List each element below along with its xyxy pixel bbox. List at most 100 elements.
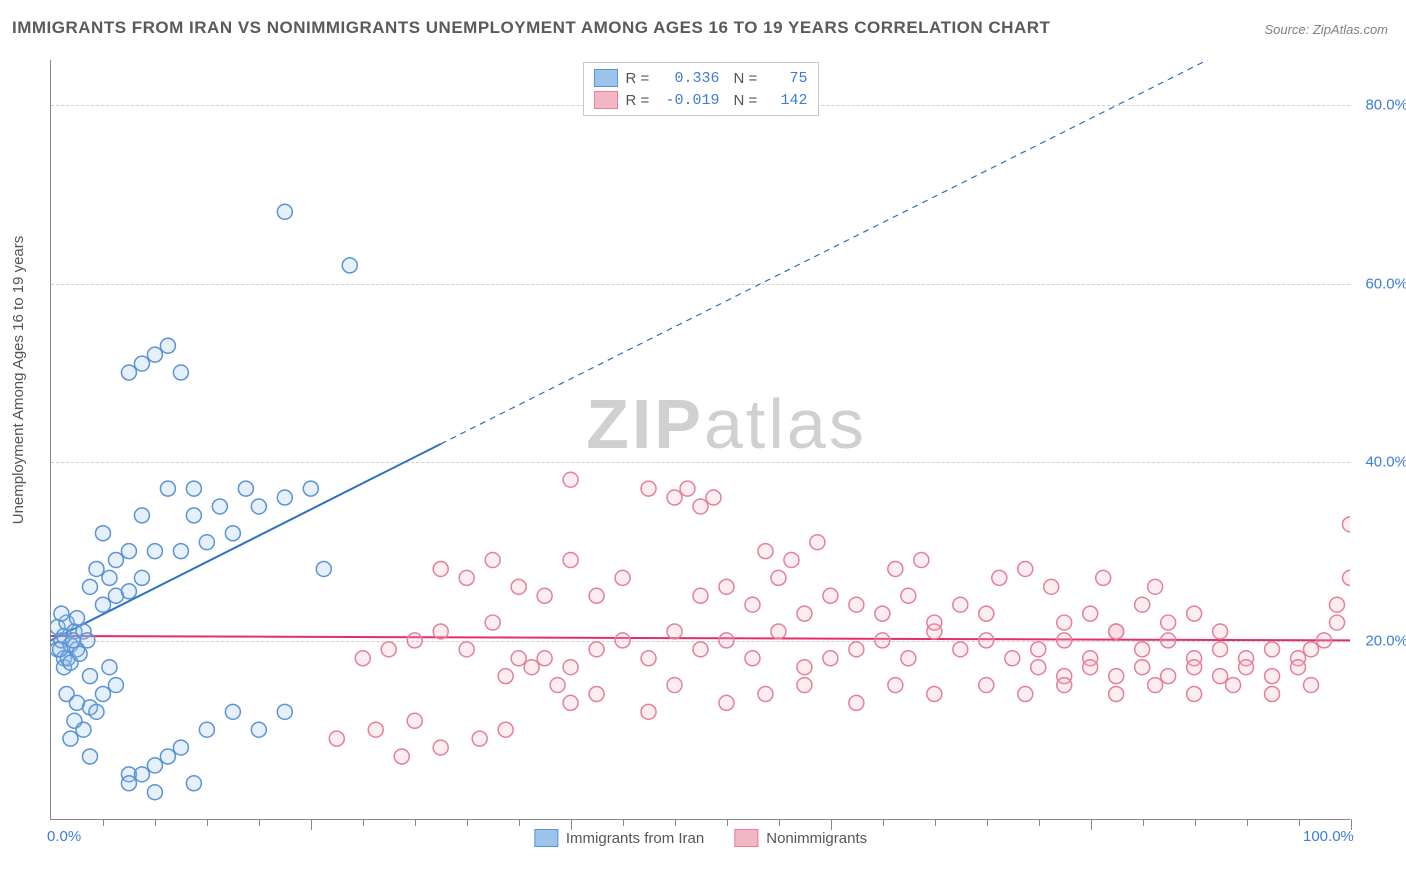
data-point-nonimmigrants bbox=[693, 588, 708, 603]
data-point-nonimmigrants bbox=[433, 561, 448, 576]
data-point-immigrants bbox=[251, 499, 266, 514]
swatch-immigrants bbox=[594, 69, 618, 87]
n-label: N = bbox=[734, 92, 762, 109]
data-point-nonimmigrants bbox=[875, 633, 890, 648]
data-point-nonimmigrants bbox=[1265, 686, 1280, 701]
data-point-immigrants bbox=[316, 561, 331, 576]
data-point-nonimmigrants bbox=[849, 597, 864, 612]
data-point-nonimmigrants bbox=[641, 481, 656, 496]
data-point-nonimmigrants bbox=[888, 678, 903, 693]
x-tick-major bbox=[571, 819, 572, 830]
data-point-nonimmigrants bbox=[1213, 624, 1228, 639]
data-point-immigrants bbox=[63, 731, 78, 746]
x-tick-minor bbox=[935, 820, 936, 826]
r-label: R = bbox=[626, 92, 654, 109]
data-point-nonimmigrants bbox=[563, 472, 578, 487]
data-point-nonimmigrants bbox=[706, 490, 721, 505]
data-point-immigrants bbox=[160, 481, 175, 496]
chart-title: IMMIGRANTS FROM IRAN VS NONIMMIGRANTS UN… bbox=[12, 18, 1050, 38]
data-point-nonimmigrants bbox=[758, 544, 773, 559]
data-point-nonimmigrants bbox=[1213, 642, 1228, 657]
data-point-nonimmigrants bbox=[589, 588, 604, 603]
source-attribution: Source: ZipAtlas.com bbox=[1264, 22, 1388, 37]
x-tick-minor bbox=[103, 820, 104, 826]
data-point-immigrants bbox=[147, 544, 162, 559]
n-label: N = bbox=[734, 70, 762, 87]
data-point-immigrants bbox=[186, 508, 201, 523]
legend-row-nonimmigrants: R = -0.019 N = 142 bbox=[594, 89, 808, 111]
data-point-nonimmigrants bbox=[823, 651, 838, 666]
data-point-nonimmigrants bbox=[1083, 606, 1098, 621]
data-point-immigrants bbox=[160, 749, 175, 764]
data-point-nonimmigrants bbox=[979, 606, 994, 621]
data-point-nonimmigrants bbox=[615, 570, 630, 585]
x-tick-minor bbox=[883, 820, 884, 826]
x-tick-minor bbox=[415, 820, 416, 826]
r-value-immigrants: 0.336 bbox=[662, 70, 720, 87]
data-point-immigrants bbox=[108, 678, 123, 693]
data-point-nonimmigrants bbox=[550, 678, 565, 693]
data-point-nonimmigrants bbox=[1161, 633, 1176, 648]
x-tick-minor bbox=[259, 820, 260, 826]
data-point-nonimmigrants bbox=[1187, 606, 1202, 621]
data-point-immigrants bbox=[147, 785, 162, 800]
data-point-nonimmigrants bbox=[1109, 624, 1124, 639]
data-point-immigrants bbox=[89, 704, 104, 719]
data-point-nonimmigrants bbox=[1161, 615, 1176, 630]
data-point-nonimmigrants bbox=[693, 499, 708, 514]
data-point-nonimmigrants bbox=[1239, 660, 1254, 675]
data-point-nonimmigrants bbox=[797, 606, 812, 621]
data-point-nonimmigrants bbox=[1031, 660, 1046, 675]
data-point-immigrants bbox=[303, 481, 318, 496]
data-point-nonimmigrants bbox=[1018, 561, 1033, 576]
data-point-nonimmigrants bbox=[407, 633, 422, 648]
data-point-immigrants bbox=[173, 740, 188, 755]
x-tick-minor bbox=[1247, 820, 1248, 826]
data-point-immigrants bbox=[121, 544, 136, 559]
data-point-nonimmigrants bbox=[485, 553, 500, 568]
data-point-nonimmigrants bbox=[992, 570, 1007, 585]
r-label: R = bbox=[626, 70, 654, 87]
data-point-immigrants bbox=[251, 722, 266, 737]
plot-area: ZIPatlas R = 0.336 N = 75 R = -0.019 N =… bbox=[50, 60, 1350, 820]
x-tick-label: 100.0% bbox=[1303, 828, 1354, 845]
r-value-nonimmigrants: -0.019 bbox=[662, 92, 720, 109]
x-tick-minor bbox=[1299, 820, 1300, 826]
data-point-nonimmigrants bbox=[433, 624, 448, 639]
data-point-immigrants bbox=[134, 570, 149, 585]
swatch-nonimmigrants-icon bbox=[734, 829, 758, 847]
data-point-nonimmigrants bbox=[1226, 678, 1241, 693]
x-tick-minor bbox=[155, 820, 156, 826]
data-point-nonimmigrants bbox=[1265, 642, 1280, 657]
data-point-nonimmigrants bbox=[1096, 570, 1111, 585]
data-point-nonimmigrants bbox=[693, 642, 708, 657]
data-point-nonimmigrants bbox=[901, 588, 916, 603]
y-tick-label: 60.0% bbox=[1365, 275, 1406, 292]
x-tick-major bbox=[311, 819, 312, 830]
data-point-immigrants bbox=[342, 258, 357, 273]
data-point-immigrants bbox=[199, 535, 214, 550]
data-point-immigrants bbox=[82, 749, 97, 764]
data-point-nonimmigrants bbox=[849, 695, 864, 710]
data-point-immigrants bbox=[82, 579, 97, 594]
data-point-immigrants bbox=[225, 526, 240, 541]
data-point-immigrants bbox=[277, 704, 292, 719]
data-point-immigrants bbox=[95, 686, 110, 701]
data-point-nonimmigrants bbox=[1057, 678, 1072, 693]
data-point-nonimmigrants bbox=[719, 633, 734, 648]
data-point-immigrants bbox=[147, 347, 162, 362]
data-point-nonimmigrants bbox=[537, 651, 552, 666]
data-point-immigrants bbox=[69, 611, 84, 626]
data-point-nonimmigrants bbox=[1018, 686, 1033, 701]
data-point-immigrants bbox=[147, 758, 162, 773]
data-point-nonimmigrants bbox=[459, 642, 474, 657]
data-point-nonimmigrants bbox=[1083, 660, 1098, 675]
data-point-immigrants bbox=[173, 365, 188, 380]
x-tick-minor bbox=[1039, 820, 1040, 826]
data-point-nonimmigrants bbox=[888, 561, 903, 576]
data-point-nonimmigrants bbox=[459, 570, 474, 585]
trendline-immigrants-solid bbox=[51, 444, 441, 640]
y-tick-label: 80.0% bbox=[1365, 96, 1406, 113]
swatch-nonimmigrants bbox=[594, 91, 618, 109]
data-point-nonimmigrants bbox=[511, 651, 526, 666]
